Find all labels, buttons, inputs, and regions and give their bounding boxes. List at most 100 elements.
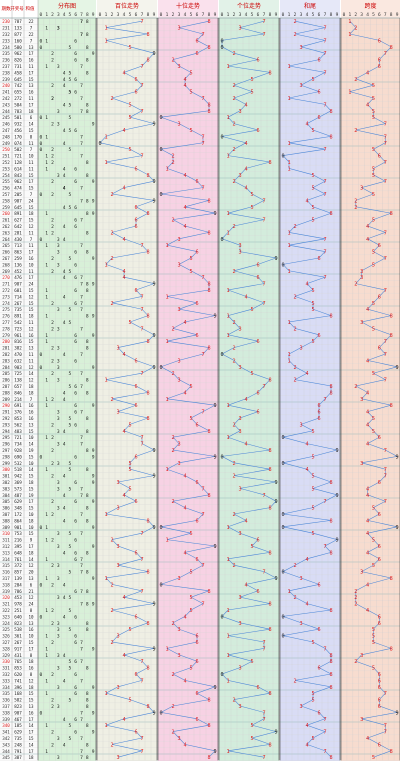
- period-label: 247: [2, 128, 10, 133]
- distribution-mark: 6: [74, 672, 77, 678]
- hundreds-section-mark: 8: [146, 32, 149, 38]
- sum-tail-section-mark: 5: [311, 339, 314, 345]
- distribution-mark: 7: [80, 678, 83, 684]
- hundreds-section-mark: 9: [152, 198, 155, 204]
- ones-section-mark: 5: [250, 736, 253, 742]
- ones-section-mark: 1: [226, 115, 229, 121]
- period-label: 316: [2, 570, 10, 575]
- tens-section-mark: 2: [171, 621, 174, 627]
- span-section-digit-header: 9: [396, 12, 399, 18]
- sum-tail-section-mark: 5: [311, 301, 314, 307]
- distribution-mark: 9: [92, 646, 95, 652]
- sum-label: 13: [28, 83, 34, 88]
- distribution-mark: 3: [57, 173, 60, 179]
- sum-tail-section-mark: 6: [317, 90, 320, 96]
- distribution-mark: 1: [45, 397, 48, 403]
- draw-label: 138: [14, 378, 22, 383]
- ones-section-mark: 4: [244, 518, 247, 524]
- sum-tail-section-mark: 8: [329, 480, 332, 486]
- sum-label: 15: [28, 218, 34, 223]
- period-label: 298: [2, 454, 10, 459]
- span-section-mark: 3: [360, 717, 363, 723]
- distribution-mark: 5: [69, 320, 72, 326]
- draw-label: 690: [14, 454, 22, 459]
- draw-label: 731: [14, 64, 22, 69]
- ones-section-mark: 4: [244, 397, 247, 403]
- span-section-mark: 5: [372, 563, 375, 569]
- span-section-mark: 6: [378, 58, 381, 64]
- tens-section-mark: 4: [183, 224, 186, 230]
- distribution-mark: 8: [86, 742, 89, 748]
- distribution-mark: 7: [80, 282, 83, 288]
- span-section-mark: 3: [360, 461, 363, 467]
- period-label: 291: [2, 410, 10, 415]
- distribution-mark: 4: [63, 173, 66, 179]
- ones-section-mark: 4: [244, 141, 247, 147]
- sum-label: 7: [30, 237, 33, 242]
- distribution-mark: 2: [51, 538, 54, 544]
- distribution-mark: 2: [51, 474, 54, 480]
- draw-label: 642: [14, 224, 22, 229]
- ones-section-mark: 1: [226, 525, 229, 531]
- hundreds-section-mark: 3: [116, 506, 119, 512]
- distribution-mark: 8: [86, 32, 89, 38]
- sum-label: 12: [28, 326, 34, 331]
- period-label: 289: [2, 397, 10, 402]
- draw-label: 987: [14, 198, 22, 203]
- span-section-mark: 2: [354, 595, 357, 601]
- draw-label: 713: [14, 243, 22, 248]
- distribution-mark: 8: [86, 339, 89, 345]
- sum-label: 17: [28, 250, 34, 255]
- hundreds-section-mark: 1: [104, 160, 107, 166]
- period-label: 294: [2, 429, 10, 434]
- distribution-mark: 7: [80, 19, 83, 25]
- span-section-mark: 4: [366, 442, 369, 448]
- span-section-mark: 5: [372, 96, 375, 102]
- span-section-mark: 5: [372, 218, 375, 224]
- sum-tail-section-mark: 5: [311, 454, 314, 460]
- sum-tail-section-mark: 2: [293, 365, 296, 371]
- draw-label: 962: [14, 51, 22, 56]
- tens-section-mark: 3: [177, 122, 180, 128]
- span-section-mark: 6: [378, 64, 381, 70]
- distribution-mark: 4: [63, 595, 66, 601]
- tens-section-mark: 4: [183, 173, 186, 179]
- tens-section-mark: 0: [159, 115, 162, 121]
- hundreds-section-mark: 4: [122, 186, 125, 192]
- distribution-mark: 9: [92, 198, 95, 204]
- hundreds-section-mark: 6: [134, 224, 137, 230]
- draw-label: 562: [14, 422, 22, 427]
- sum-label: 22: [28, 19, 34, 24]
- tens-section-mark: 4: [183, 550, 186, 556]
- ones-section-mark: 7: [262, 32, 265, 38]
- sum-tail-section-mark: 5: [311, 186, 314, 192]
- sum-label: 16: [28, 90, 34, 95]
- ones-section-mark: 6: [256, 538, 259, 544]
- distribution-mark: 5: [69, 723, 72, 729]
- period-label: 281: [2, 346, 10, 351]
- ones-section-mark: 3: [238, 666, 241, 672]
- sum-tail-section-mark: 8: [329, 659, 332, 665]
- distribution-mark: 1: [45, 38, 48, 44]
- tens-section-digit-header: 5: [190, 12, 193, 18]
- distribution-mark: 6: [74, 454, 77, 460]
- distribution-mark: 7: [80, 83, 83, 89]
- distribution-mark: 7: [80, 410, 83, 416]
- tens-section-mark: 9: [213, 544, 216, 550]
- distribution-mark: 8: [86, 691, 89, 697]
- draw-label: 901: [14, 525, 22, 530]
- sum-label: 13: [28, 621, 34, 626]
- distribution-mark: 7: [80, 435, 83, 441]
- period-label: 299: [2, 461, 10, 466]
- hundreds-section-mark: 3: [116, 685, 119, 691]
- draw-label: 765: [14, 659, 22, 664]
- span-section-mark: 7: [384, 134, 387, 140]
- period-label: 340: [2, 723, 10, 728]
- draw-label: 456: [14, 128, 22, 133]
- hundreds-section-digit-header: 0: [99, 12, 102, 18]
- sum-label: 12: [28, 378, 34, 383]
- span-section-mark: 7: [384, 51, 387, 57]
- hundreds-section-mark: 6: [134, 614, 137, 620]
- period-label: 233: [2, 38, 10, 43]
